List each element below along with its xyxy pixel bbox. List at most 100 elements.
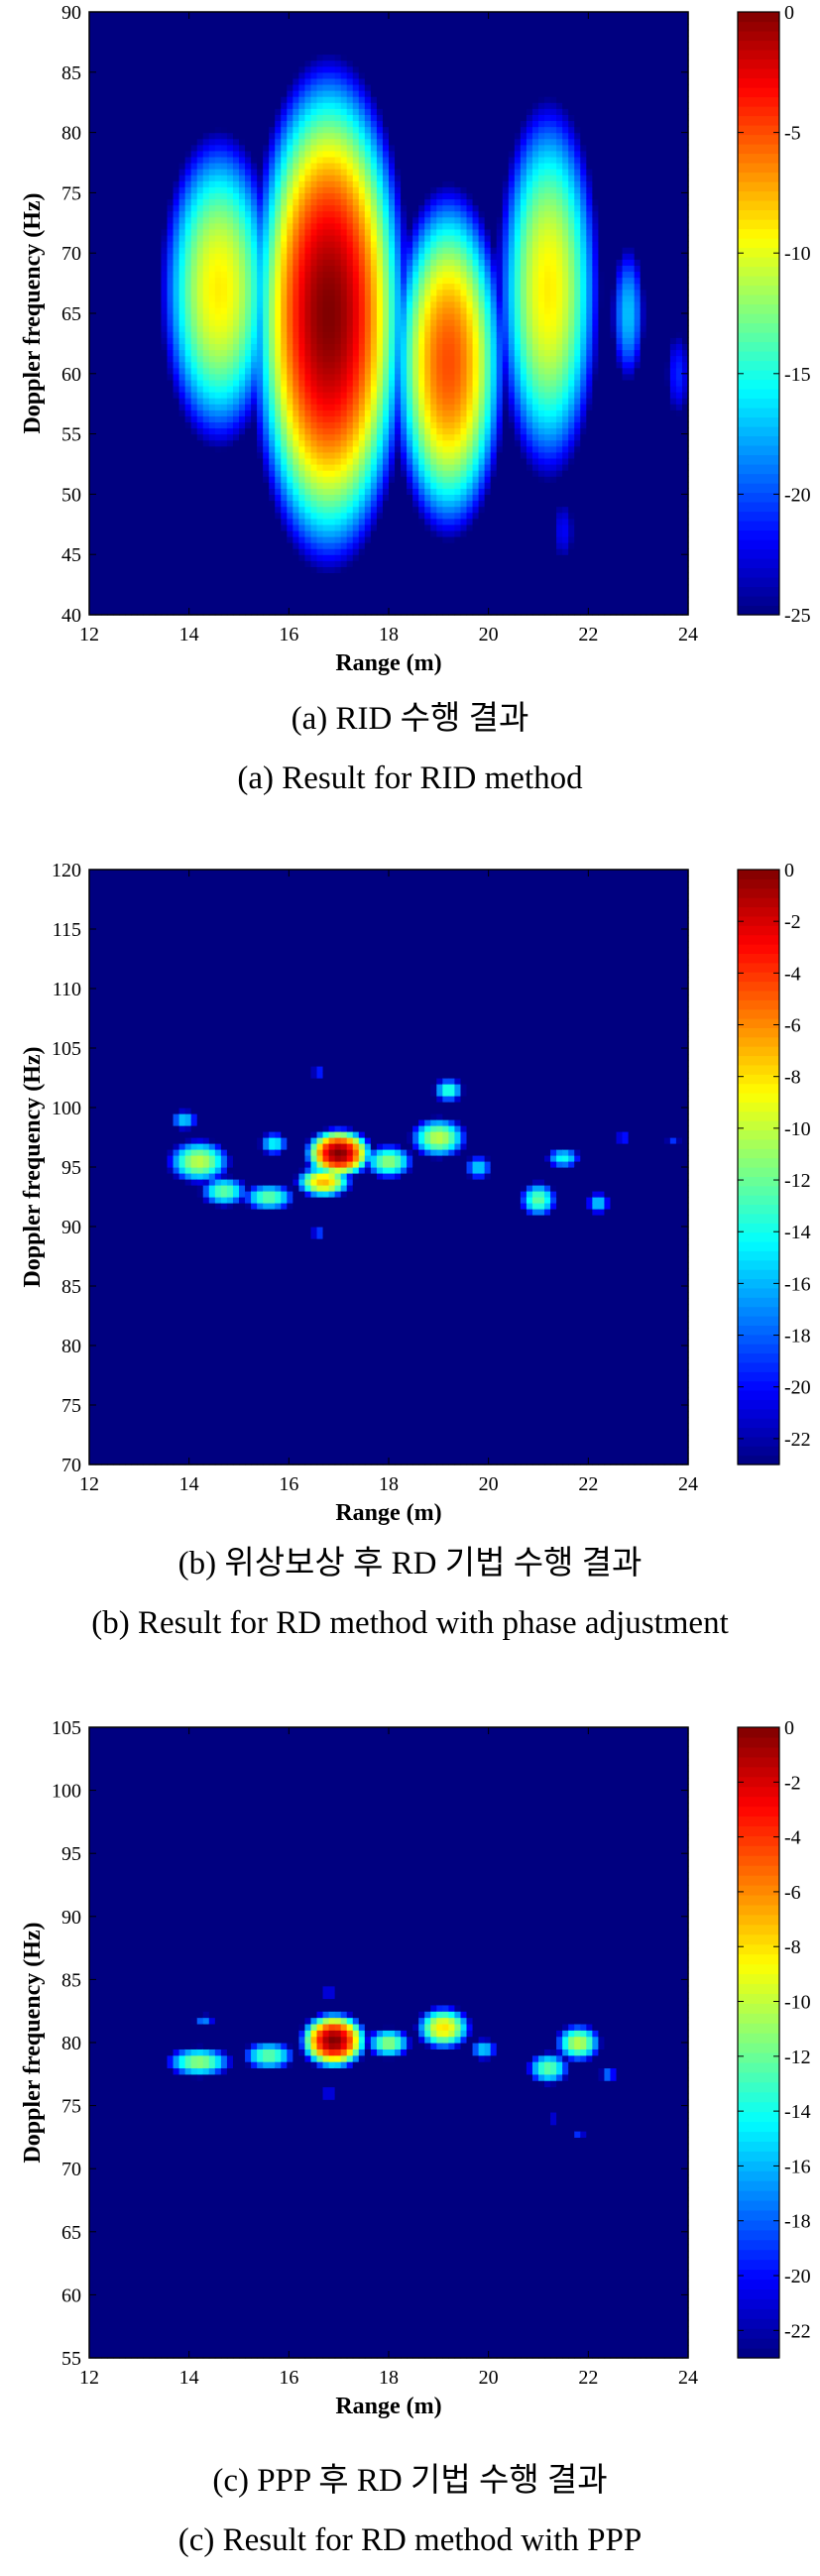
- heatmap-cell: [95, 306, 102, 314]
- heatmap-cell: [125, 398, 132, 405]
- heatmap-cell: [358, 271, 366, 279]
- heatmap-cell: [184, 379, 192, 387]
- heatmap-cell: [107, 500, 114, 508]
- heatmap-cell: [370, 83, 378, 91]
- heatmap-cell: [214, 241, 222, 248]
- heatmap-cell: [220, 294, 228, 302]
- heatmap-cell: [382, 542, 390, 549]
- heatmap-cell: [257, 404, 264, 410]
- heatmap-cell: [131, 156, 138, 164]
- heatmap-cell: [316, 476, 324, 483]
- heatmap-cell: [125, 12, 132, 19]
- heatmap-cell: [196, 210, 204, 218]
- heatmap-cell: [376, 488, 384, 495]
- heatmap-cell: [346, 294, 354, 302]
- heatmap-cell: [190, 222, 198, 230]
- heatmap-cell: [143, 596, 150, 604]
- heatmap-cell: [287, 54, 293, 61]
- heatmap-cell: [125, 404, 132, 410]
- heatmap-cell: [346, 596, 354, 604]
- heatmap-cell: [119, 186, 126, 193]
- heatmap-cell: [364, 204, 372, 212]
- heatmap-cell: [382, 367, 390, 375]
- heatmap-cell: [370, 560, 378, 567]
- heatmap-cell: [322, 560, 330, 567]
- heatmap-cell: [269, 410, 276, 416]
- heatmap-cell: [382, 300, 390, 308]
- heatmap-cell: [214, 120, 222, 128]
- heatmap-cell: [202, 572, 210, 580]
- heatmap-cell: [304, 156, 312, 164]
- heatmap-cell: [167, 144, 175, 152]
- heatmap-cell: [214, 42, 222, 50]
- heatmap-cell: [208, 445, 216, 453]
- heatmap-cell: [269, 367, 276, 375]
- heatmap-cell: [245, 180, 252, 187]
- heatmap-cell: [232, 24, 240, 31]
- heatmap-cell: [322, 192, 330, 200]
- heatmap-cell: [214, 343, 222, 351]
- heatmap-cell: [226, 524, 234, 531]
- heatmap-cell: [119, 90, 126, 97]
- heatmap-cell: [328, 392, 336, 399]
- heatmap-cell: [263, 24, 270, 31]
- heatmap-cell: [226, 138, 234, 146]
- heatmap-cell: [196, 175, 204, 181]
- heatmap-cell: [334, 48, 342, 56]
- heatmap-cell: [214, 126, 222, 134]
- heatmap-cell: [89, 30, 96, 37]
- heatmap-cell: [304, 421, 312, 429]
- heatmap-cell: [190, 138, 198, 146]
- heatmap-cell: [161, 512, 169, 520]
- heatmap-cell: [263, 367, 270, 375]
- heatmap-cell: [322, 331, 330, 338]
- heatmap-cell: [275, 210, 282, 218]
- heatmap-cell: [364, 96, 372, 103]
- heatmap-cell: [364, 30, 372, 37]
- heatmap-cell: [143, 96, 150, 103]
- heatmap-cell: [328, 337, 336, 344]
- heatmap-cell: [263, 584, 270, 592]
- heatmap-cell: [196, 300, 204, 308]
- heatmap-cell: [281, 144, 288, 152]
- heatmap-cell: [322, 156, 330, 164]
- heatmap-cell: [334, 325, 342, 332]
- heatmap-cell: [370, 30, 378, 37]
- heatmap-cell: [95, 325, 102, 332]
- heatmap-cell: [232, 313, 240, 320]
- heatmap-cell: [376, 18, 384, 25]
- heatmap-cell: [376, 578, 384, 586]
- heatmap-cell: [125, 186, 132, 193]
- heatmap-cell: [287, 300, 293, 308]
- heatmap-cell: [346, 90, 354, 97]
- heatmap-cell: [328, 42, 336, 50]
- heatmap-cell: [143, 306, 150, 314]
- heatmap-cell: [275, 337, 282, 344]
- heatmap-cell: [239, 259, 246, 266]
- heatmap-cell: [143, 464, 150, 471]
- heatmap-cell: [382, 59, 390, 67]
- heatmap-cell: [257, 506, 264, 514]
- heatmap-cell: [125, 114, 132, 122]
- heatmap-cell: [178, 529, 186, 537]
- heatmap-cell: [184, 228, 192, 236]
- heatmap-cell: [328, 482, 336, 489]
- heatmap-cell: [304, 114, 312, 122]
- heatmap-cell: [298, 36, 306, 43]
- heatmap-cell: [346, 253, 354, 260]
- heatmap-cell: [208, 529, 216, 537]
- heatmap-cell: [257, 518, 264, 526]
- heatmap-cell: [119, 367, 126, 375]
- heatmap-cell: [263, 144, 270, 152]
- heatmap-cell: [352, 210, 360, 218]
- heatmap-cell: [263, 464, 270, 471]
- heatmap-cell: [346, 48, 354, 56]
- heatmap-cell: [382, 439, 390, 447]
- heatmap-cell: [340, 500, 348, 508]
- heatmap-cell: [107, 392, 114, 399]
- heatmap-cell: [269, 271, 276, 279]
- heatmap-cell: [346, 415, 354, 423]
- heatmap-cell: [113, 488, 120, 495]
- heatmap-cell: [245, 578, 252, 586]
- heatmap-cell: [293, 529, 299, 537]
